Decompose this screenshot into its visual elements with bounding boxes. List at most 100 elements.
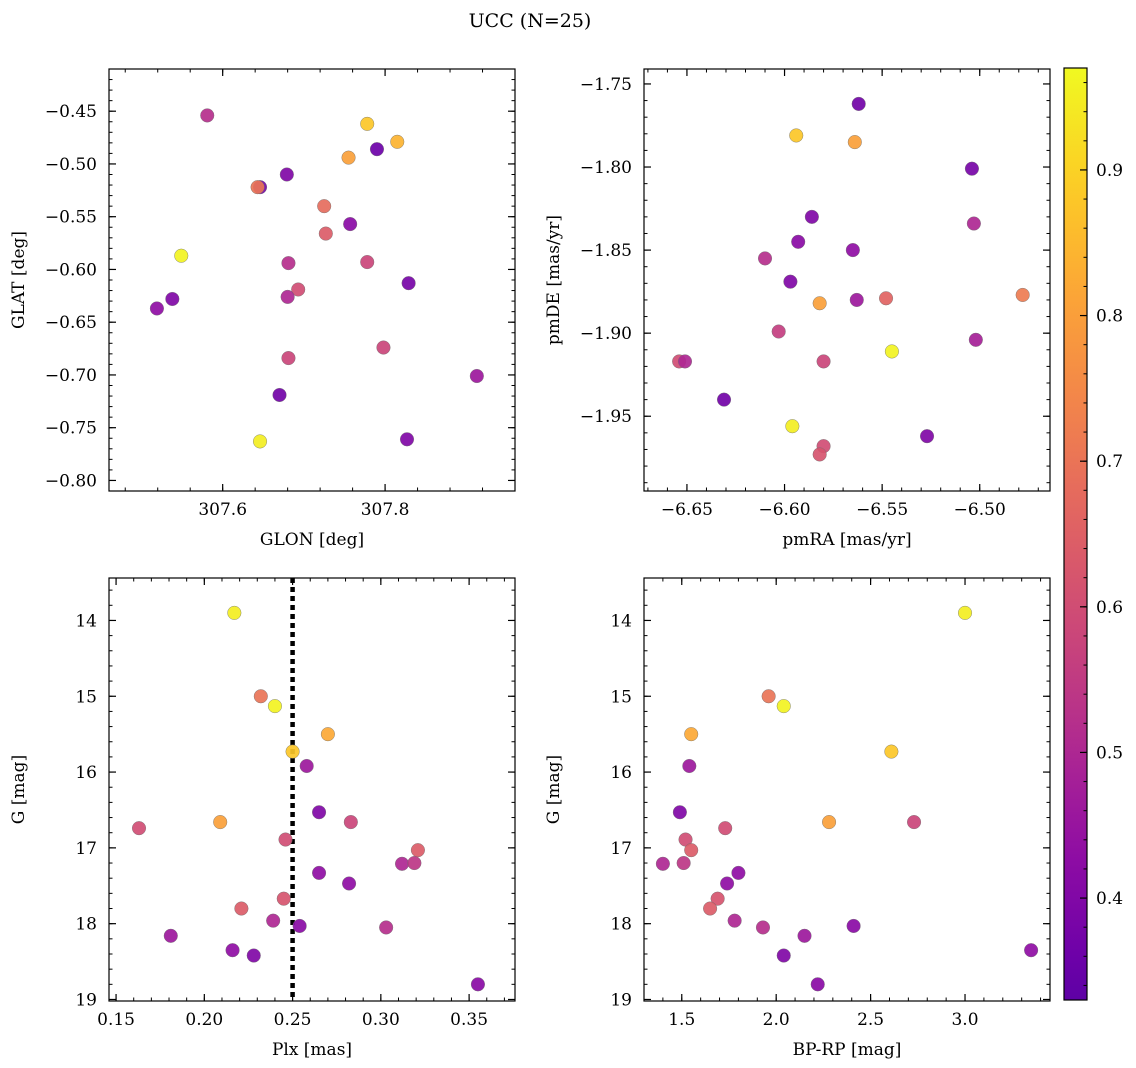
x-tick-label: −6.65	[661, 500, 713, 520]
scatter-point	[165, 291, 180, 306]
scatter-point	[677, 354, 692, 369]
scatter-point	[783, 274, 798, 289]
scatter-point	[312, 805, 327, 820]
scatter-point	[343, 217, 358, 232]
scatter-point	[276, 891, 291, 906]
x-tick-label: 0.30	[362, 1010, 400, 1030]
scatter-point	[360, 255, 375, 270]
scatter-point	[292, 918, 307, 933]
y-tick-label: 15	[610, 687, 632, 707]
scatter-point	[470, 977, 485, 992]
scatter-point	[758, 251, 773, 266]
scatter-point	[718, 821, 733, 836]
scatter-point	[797, 928, 812, 943]
y-axis-label: G [mag]	[9, 755, 29, 824]
y-tick-label: −0.75	[45, 419, 97, 439]
scatter-point	[846, 918, 861, 933]
colorbar-frame	[1063, 67, 1088, 1001]
scatter-point	[163, 928, 178, 943]
scatter-point	[851, 96, 866, 111]
y-tick-label: 19	[610, 990, 632, 1010]
x-tick-label: −6.50	[954, 500, 1006, 520]
scatter-point	[407, 856, 422, 871]
y-tick-label: −0.45	[45, 102, 97, 122]
axes-frame	[108, 68, 516, 492]
y-tick-label: 15	[75, 687, 97, 707]
scatter-points	[149, 108, 484, 449]
axes-frame	[108, 577, 516, 1002]
y-tick-label: −0.60	[45, 260, 97, 280]
y-tick-label: −0.80	[45, 471, 97, 491]
x-tick-label: 0.35	[450, 1010, 488, 1030]
scatter-point	[879, 291, 894, 306]
scatter-point	[672, 805, 687, 820]
x-tick-label: −6.60	[758, 500, 810, 520]
scatter-point	[250, 180, 265, 195]
scatter-point	[966, 216, 981, 231]
scatter-point	[720, 876, 735, 891]
scatter-point	[227, 605, 242, 620]
scatter-point	[717, 392, 732, 407]
y-tick-label: 17	[75, 839, 97, 859]
y-tick-label: −0.70	[45, 366, 97, 386]
scatter-point	[291, 282, 306, 297]
scatter-point	[174, 248, 189, 263]
panel-bottom-right: 1.5 2.0 2.5 3.0 14 15 16 17 18 19 BP-RP [mag] G [ma…	[544, 577, 1051, 1060]
y-tick-label: −0.65	[45, 313, 97, 333]
y-tick-label: 19	[75, 990, 97, 1010]
scatter-point	[822, 815, 837, 830]
scatter-point	[281, 351, 296, 366]
colorbar-tick-label: 0.6	[1096, 598, 1123, 618]
x-tick-label: 0.15	[97, 1010, 135, 1030]
scatter-point	[341, 150, 356, 165]
scatter-point	[884, 744, 899, 759]
scatter-points	[672, 96, 1030, 462]
scatter-point	[684, 843, 699, 858]
x-tick-label: −6.55	[856, 500, 908, 520]
scatter-point	[847, 135, 862, 150]
scatter-point	[360, 116, 375, 131]
y-tick-label: −1.90	[580, 324, 632, 344]
y-tick-label: −1.80	[580, 158, 632, 178]
scatter-point	[213, 815, 228, 830]
y-tick-label: 18	[610, 915, 632, 935]
scatter-point	[884, 344, 899, 359]
scatter-point	[791, 234, 806, 249]
scatter-point	[761, 689, 776, 704]
scatter-point	[812, 296, 827, 311]
scatter-point	[682, 759, 697, 774]
scatter-point	[225, 943, 240, 958]
scatter-point	[318, 226, 333, 241]
y-tick-label: −0.50	[45, 155, 97, 175]
scatter-point	[401, 276, 416, 291]
scatter-point	[272, 387, 287, 402]
y-axis-label: G [mag]	[544, 755, 564, 824]
y-tick-label: 14	[610, 611, 632, 631]
scatter-point	[776, 948, 791, 963]
scatter-point	[317, 199, 332, 214]
scatter-point	[845, 243, 860, 258]
axes-frame	[643, 577, 1051, 1002]
x-tick-label: 3.0	[951, 1010, 978, 1030]
scatter-point	[920, 429, 935, 444]
figure-title: UCC (N=25)	[469, 10, 592, 32]
y-tick-label: −1.75	[580, 75, 632, 95]
scatter-point	[369, 142, 384, 157]
y-axis-label: pmDE [mas/yr]	[544, 215, 564, 345]
scatter-point	[785, 419, 800, 434]
scatter-point	[267, 699, 282, 714]
scatter-point	[281, 256, 296, 271]
scatter-point	[731, 865, 746, 880]
scatter-panels: 307.6 307.8 −0.45 −0.50 −0.55 −0.60 −0.65 −0.70…	[9, 68, 1051, 1060]
scatter-point	[280, 289, 295, 304]
scatter-point	[246, 948, 261, 963]
panel-top-left: 307.6 307.8 −0.45 −0.50 −0.55 −0.60 −0.65 −0.70…	[9, 68, 516, 550]
scatter-points	[655, 605, 1039, 992]
x-tick-label: 2.5	[857, 1010, 884, 1030]
x-axis-label: Plx [mas]	[272, 1040, 352, 1060]
y-tick-label: −1.95	[580, 407, 632, 427]
scatter-point	[253, 434, 268, 449]
panel-top-right: −6.65 −6.60 −6.55 −6.50 −1.75 −1.80 −1.85 −1.90…	[544, 68, 1051, 550]
scatter-point	[320, 727, 335, 742]
